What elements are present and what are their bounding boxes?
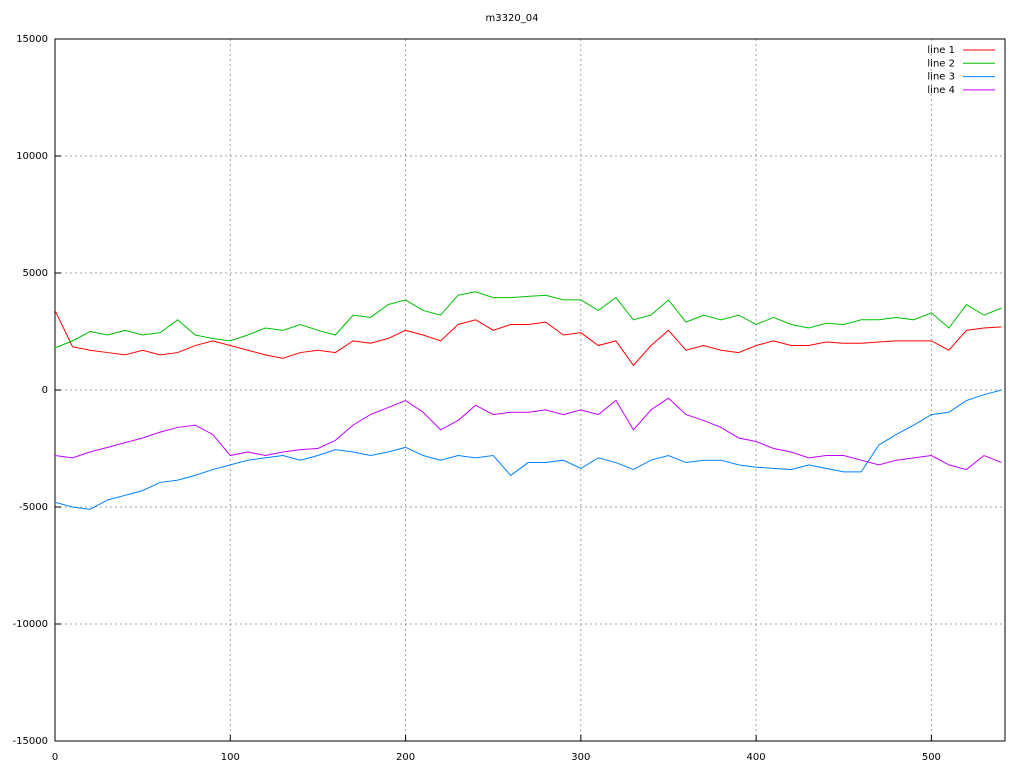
- legend-label: line 2: [927, 58, 955, 69]
- y-tick-label: 10000: [16, 151, 48, 162]
- series-line: [54, 389, 1002, 510]
- legend-label: line 1: [927, 45, 955, 56]
- legend-label: line 4: [927, 85, 955, 96]
- x-tick-label: 200: [396, 752, 415, 763]
- y-tick-label: 15000: [16, 34, 48, 45]
- plot-frame: [54, 38, 1006, 742]
- series-line: [54, 397, 1002, 471]
- x-tick-label: 400: [747, 752, 766, 763]
- y-tick-label: -15000: [13, 736, 48, 747]
- y-tick-label: -5000: [19, 502, 48, 513]
- x-tick-label: 500: [922, 752, 941, 763]
- y-tick-label: 0: [42, 385, 48, 396]
- y-tick-label: 5000: [23, 268, 48, 279]
- x-tick-label: 100: [221, 752, 240, 763]
- chart-title: m3320_04: [486, 13, 539, 24]
- series-line: [54, 291, 1002, 349]
- x-tick-label: 0: [52, 752, 58, 763]
- legend-label: line 3: [927, 72, 955, 83]
- x-tick-label: 300: [571, 752, 590, 763]
- y-tick-label: -10000: [13, 619, 48, 630]
- series-line: [54, 310, 1002, 367]
